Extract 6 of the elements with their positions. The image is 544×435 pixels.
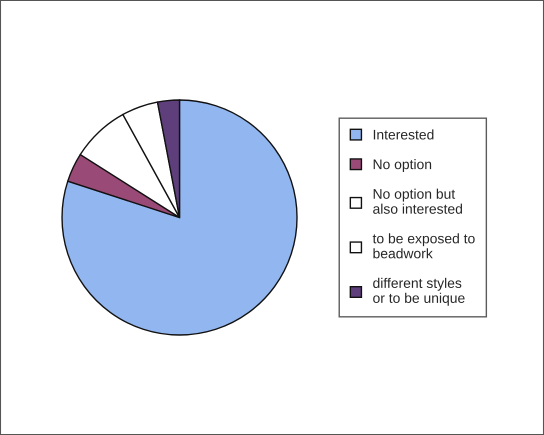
legend-label: Interested	[374, 129, 434, 140]
legend-label: No option	[374, 159, 432, 172]
legend-label: No option but also interested	[373, 188, 462, 214]
pie-slice	[61, 99, 298, 336]
legend-label: different styles or to be unique	[373, 278, 465, 306]
legend-label: to be exposed to beadwork	[372, 233, 475, 258]
